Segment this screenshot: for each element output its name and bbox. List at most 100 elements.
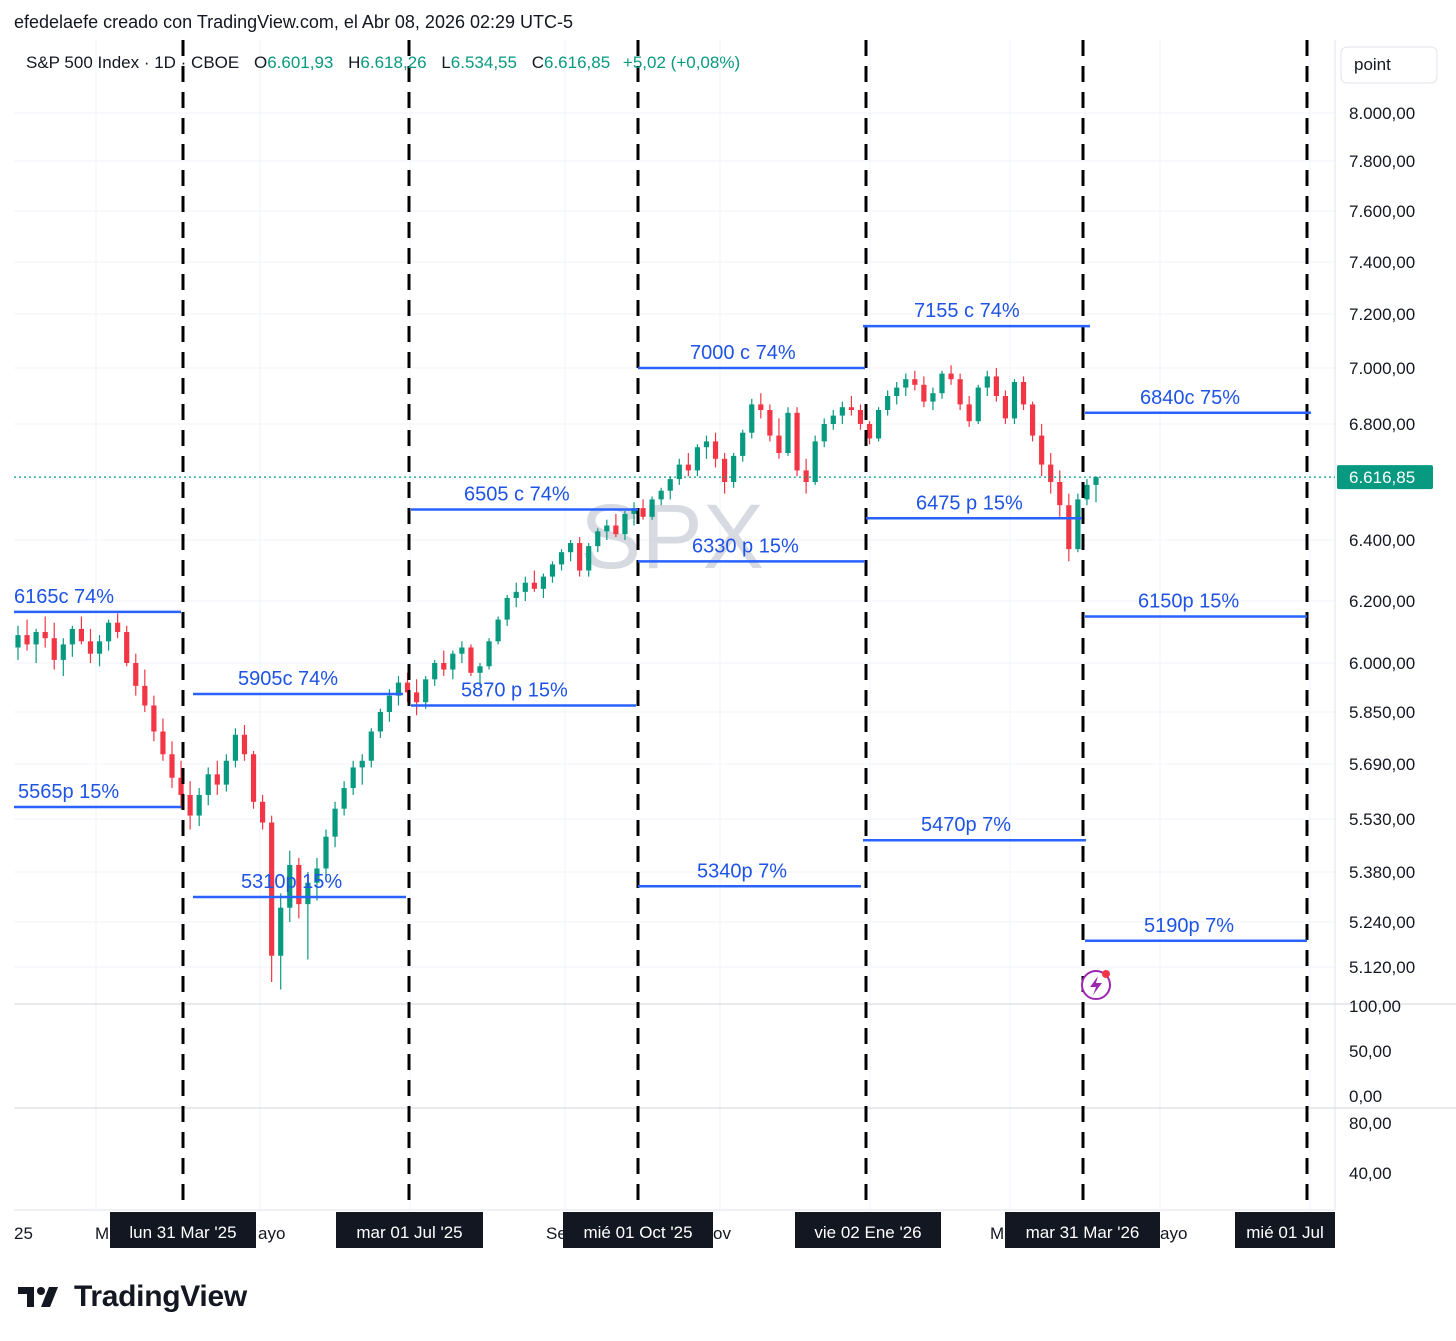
- price-tick-label: 6.800,00: [1349, 415, 1415, 434]
- chart-caption: efedelaefe creado con TradingView.com, e…: [14, 12, 574, 32]
- candle: [223, 754, 229, 792]
- candle-body: [386, 695, 393, 712]
- level-line[interactable]: 5905c 74%: [193, 668, 403, 696]
- date-marker-badge-bg: [336, 1212, 483, 1248]
- level-line[interactable]: 5340p 7%: [638, 860, 861, 888]
- candle-body: [885, 396, 891, 410]
- candle: [359, 754, 365, 785]
- candle: [993, 368, 999, 402]
- candle: [423, 676, 429, 709]
- level-label: 5870 p 15%: [461, 679, 568, 701]
- level-line[interactable]: 5565p 15%: [14, 781, 181, 809]
- candle-body: [359, 760, 365, 768]
- date-marker-badge[interactable]: mar 01 Jul '25: [336, 1212, 483, 1248]
- date-marker-badge[interactable]: lun 31 Mar '25: [110, 1212, 256, 1248]
- price-tick-label: 7.000,00: [1349, 359, 1415, 378]
- level-line[interactable]: 5870 p 15%: [411, 679, 636, 707]
- candle: [595, 528, 601, 553]
- date-marker-label: mié 01 Oct '25: [583, 1223, 692, 1242]
- price-tick-label: 5.120,00: [1349, 958, 1415, 977]
- candle-body: [60, 644, 66, 660]
- level-line[interactable]: 7000 c 74%: [638, 342, 865, 370]
- candle-body: [866, 424, 873, 439]
- level-label: 5470p 7%: [921, 814, 1011, 836]
- price-tick-label: 5.850,00: [1349, 703, 1415, 722]
- candle-body: [1057, 482, 1063, 506]
- scale-mode-button[interactable]: [1340, 46, 1438, 84]
- date-marker-badge[interactable]: mar 31 Mar '26: [1005, 1212, 1160, 1248]
- candle-body: [721, 458, 728, 482]
- candle: [658, 487, 664, 506]
- level-line[interactable]: 6505 c 74%: [411, 484, 638, 511]
- level-line[interactable]: 5190p 7%: [1085, 915, 1307, 942]
- candle-body: [803, 470, 809, 482]
- candle-body: [1066, 505, 1072, 550]
- level-line[interactable]: 6840c 75%: [1085, 387, 1311, 415]
- candlestick-chart[interactable]: SPX 6165c 74% 5565p 15% 5905c 74% 5310p 15%…: [0, 40, 1456, 1255]
- candle: [1002, 390, 1009, 424]
- candle-body: [549, 564, 556, 577]
- candle: [531, 570, 537, 592]
- level-line[interactable]: 6165c 74%: [14, 586, 181, 614]
- candle-body: [323, 836, 329, 869]
- candle-body: [640, 508, 646, 517]
- level-line[interactable]: 6150p 15%: [1085, 591, 1307, 618]
- candle-body: [142, 685, 148, 706]
- candle: [495, 616, 501, 645]
- candle-body: [377, 712, 383, 732]
- legend-high-label: H: [348, 53, 360, 72]
- candle: [694, 444, 701, 477]
- price-tick-label: 7.800,00: [1349, 152, 1415, 171]
- candle-body: [785, 412, 791, 453]
- legend-close-label: C: [532, 53, 544, 72]
- candle-body: [930, 393, 936, 402]
- pane-tick-label: 0,00: [1349, 1087, 1382, 1106]
- tradingview-logo: TradingView: [18, 1280, 247, 1314]
- candle: [667, 476, 673, 500]
- candle-body: [1011, 382, 1018, 419]
- candle: [848, 396, 855, 416]
- price-tick-label: 5.530,00: [1349, 810, 1415, 829]
- symbol-watermark: SPX: [580, 486, 764, 588]
- candle: [749, 398, 755, 439]
- date-marker-label: mar 31 Mar '26: [1026, 1223, 1140, 1242]
- level-label: 6840c 75%: [1140, 387, 1240, 409]
- level-lines[interactable]: 6165c 74% 5565p 15% 5905c 74% 5310p 15% 6505…: [14, 300, 1311, 942]
- candle: [857, 404, 864, 430]
- candle: [540, 573, 547, 598]
- date-marker-label: mar 01 Jul '25: [356, 1223, 462, 1242]
- date-marker-badge[interactable]: mié 01 Oct '25: [563, 1212, 713, 1248]
- candle: [522, 576, 528, 601]
- level-line[interactable]: 5310p 15%: [193, 871, 406, 899]
- candle-body: [667, 479, 673, 491]
- candle-body: [731, 455, 737, 482]
- candle-body: [740, 432, 746, 456]
- candle-body: [857, 410, 864, 424]
- candle: [577, 537, 583, 577]
- candle: [921, 376, 927, 408]
- level-line[interactable]: 5470p 7%: [863, 814, 1086, 842]
- price-axis[interactable]: 8.000,00 7.800,00 7.600,00 7.400,00 7.200,00…: [1337, 104, 1433, 1183]
- candle: [875, 407, 882, 442]
- level-line[interactable]: 6330 p 15%: [638, 535, 865, 563]
- candle: [1039, 424, 1045, 477]
- chart-area[interactable]: SPX 6165c 74% 5565p 15% 5905c 74% 5310p 15%…: [0, 40, 1456, 1255]
- date-marker-badge[interactable]: vie 02 Ene '26: [795, 1212, 941, 1248]
- candle-body: [1048, 464, 1054, 482]
- candle: [731, 453, 737, 488]
- time-tick-label: ov: [713, 1224, 731, 1243]
- candle-body: [96, 641, 103, 654]
- level-label: 5905c 74%: [238, 668, 338, 690]
- date-marker-badge[interactable]: mié 01 Jul: [1235, 1212, 1335, 1248]
- alert-lightning-icon[interactable]: [1081, 970, 1111, 1000]
- candle-body: [105, 622, 112, 642]
- legend-symbol: S&P 500 Index · 1D · CBOE: [26, 53, 239, 72]
- candle: [96, 635, 103, 667]
- level-line[interactable]: 6475 p 15%: [866, 492, 1082, 520]
- level-line[interactable]: 7155 c 74%: [863, 300, 1090, 328]
- legend-open-label: O: [254, 53, 267, 72]
- date-marker-badge-bg: [795, 1212, 941, 1248]
- candle: [78, 616, 85, 645]
- candle: [866, 421, 873, 445]
